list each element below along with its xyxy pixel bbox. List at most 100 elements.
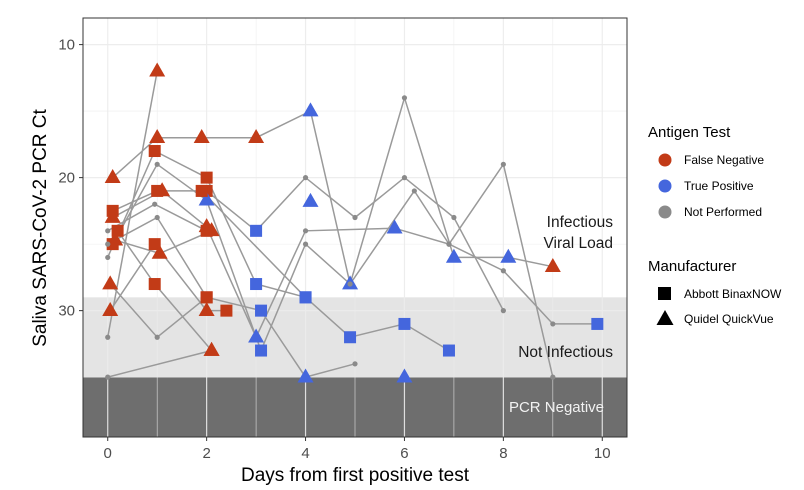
series-line-10 xyxy=(107,349,212,378)
x-tick-label: 6 xyxy=(400,445,408,462)
false-negative-triangle-point xyxy=(104,208,121,223)
false-negative-square-point xyxy=(200,291,213,304)
true-positive-triangle-point xyxy=(302,192,319,207)
not-performed-dot-point xyxy=(411,188,417,194)
not-performed-dot-point xyxy=(302,175,309,181)
x-tick-label: 0 xyxy=(104,445,112,462)
not-performed-dot-point xyxy=(500,161,506,167)
false-negative-triangle-point xyxy=(107,231,124,246)
not-performed-dot-point xyxy=(451,214,457,221)
legend-title-manufacturer: Manufacturer xyxy=(648,258,736,275)
not-performed-dot-point xyxy=(105,254,111,261)
false-negative-square-point xyxy=(148,145,161,158)
not-performed-dot-point xyxy=(152,201,158,207)
false-negative-swatch xyxy=(658,153,672,167)
triangle-shape-icon xyxy=(656,310,674,325)
y-axis-title: Saliva SARS-CoV-2 PCR Ct xyxy=(30,108,51,346)
false-negative-square-point xyxy=(195,184,208,197)
not-performed-dot-point xyxy=(550,374,556,380)
true-positive-square-point xyxy=(250,224,263,237)
legend-item-quidel: Quidel QuickVue xyxy=(656,310,774,326)
legend-label-quidel: Quidel QuickVue xyxy=(684,312,774,326)
y-tick-label: 20 xyxy=(58,170,75,187)
true-positive-square-point xyxy=(591,317,604,330)
zone-label-not-infectious: Not Infectious xyxy=(518,344,613,361)
false-negative-triangle-point xyxy=(102,301,119,316)
true-positive-square-point xyxy=(442,344,455,357)
not-performed-dot-point xyxy=(154,214,160,221)
legend-item-false-negative: False Negative xyxy=(658,153,764,167)
square-shape-icon xyxy=(658,287,671,300)
zone-label-pcr-negative: PCR Negative xyxy=(509,399,604,416)
not-performed-dot-point xyxy=(352,361,358,367)
true-positive-square-point xyxy=(250,278,263,291)
x-axis-title: Days from first positive test xyxy=(241,465,470,486)
not-performed-swatch xyxy=(658,205,672,219)
false-negative-triangle-point xyxy=(193,129,210,144)
false-negative-triangle-point xyxy=(151,244,168,259)
true-positive-triangle-point xyxy=(396,368,413,383)
not-performed-dot-point xyxy=(154,334,160,340)
series-line-6 xyxy=(109,283,356,378)
false-negative-triangle-point xyxy=(203,341,220,356)
x-tick-label: 2 xyxy=(202,445,210,462)
false-negative-square-point xyxy=(200,171,213,184)
true-positive-swatch xyxy=(658,179,672,193)
legend-title-antigen: Antigen Test xyxy=(648,124,731,141)
zone-labels: Infectious Viral Load Not Infectious PCR Ne… xyxy=(509,214,613,416)
x-tick-label: 10 xyxy=(594,445,611,462)
not-performed-dot-point xyxy=(352,214,358,221)
legend: Antigen Test False Negative True Positiv… xyxy=(648,124,782,326)
not-performed-dot-point xyxy=(105,334,111,340)
true-positive-triangle-point xyxy=(297,368,314,383)
false-negative-triangle-point xyxy=(198,301,215,316)
true-positive-triangle-point xyxy=(248,328,265,343)
false-negative-square-point xyxy=(220,304,233,317)
false-negative-triangle-point xyxy=(149,62,166,77)
legend-item-true-positive: True Positive xyxy=(658,179,754,193)
not-performed-dot-point xyxy=(401,175,408,181)
not-performed-dot-point xyxy=(347,281,353,287)
x-tick-label: 8 xyxy=(499,445,507,462)
false-negative-triangle-point xyxy=(104,168,121,183)
legend-label-abbott: Abbott BinaxNOW xyxy=(684,287,782,301)
legend-item-abbott: Abbott BinaxNOW xyxy=(658,287,782,301)
axis-ticks: 0 2 4 6 8 10 10 20 30 xyxy=(58,37,610,462)
data-points xyxy=(102,62,604,383)
false-negative-triangle-point xyxy=(248,129,265,144)
y-tick-label: 30 xyxy=(58,303,75,320)
plot-border xyxy=(82,17,628,438)
false-negative-triangle-point xyxy=(544,258,561,273)
true-positive-triangle-point xyxy=(500,248,517,263)
zone-label-infectious-line-1: Infectious xyxy=(547,214,614,231)
false-negative-triangle-point xyxy=(149,129,166,144)
legend-label-false-negative: False Negative xyxy=(684,153,764,167)
true-positive-square-point xyxy=(344,331,357,344)
not-performed-dot-point xyxy=(105,228,111,234)
y-tick-label: 10 xyxy=(58,37,75,54)
series-line-4 xyxy=(107,149,450,352)
true-positive-square-point xyxy=(255,344,268,357)
legend-label-true-positive: True Positive xyxy=(684,179,754,193)
true-positive-square-point xyxy=(398,317,411,330)
not-performed-dot-point xyxy=(500,268,506,274)
not-performed-dot-point xyxy=(446,241,452,247)
series-line-8 xyxy=(106,71,158,338)
zone-label-infectious-line-2: Viral Load xyxy=(543,235,613,252)
true-positive-triangle-point xyxy=(386,219,403,234)
legend-item-not-performed: Not Performed xyxy=(658,205,762,219)
not-performed-dot-point xyxy=(401,95,408,101)
false-negative-square-point xyxy=(148,278,161,291)
true-positive-triangle-point xyxy=(302,102,319,117)
series-line-7 xyxy=(109,242,227,312)
false-negative-square-point xyxy=(148,238,161,251)
not-performed-dot-point xyxy=(105,374,111,380)
not-performed-dot-point xyxy=(154,161,160,167)
false-negative-triangle-point xyxy=(102,275,119,290)
true-positive-square-point xyxy=(299,291,312,304)
x-tick-label: 4 xyxy=(301,445,309,462)
not-performed-dot-point xyxy=(302,228,309,234)
false-negative-triangle-point xyxy=(154,182,171,197)
not-performed-dot-point xyxy=(302,241,309,247)
